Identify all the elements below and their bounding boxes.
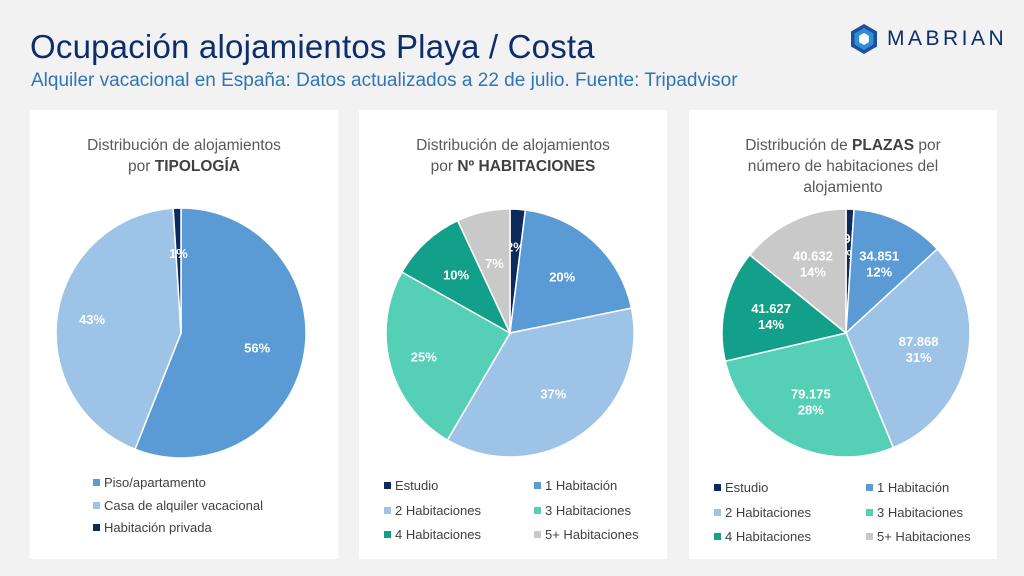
legend-item-estudio: Estudio [384,478,438,493]
data-label-1-habitacion: 20% [549,270,575,285]
chart-panel-plazas: Distribución de PLAZAS por número de hab… [689,110,997,559]
legend-swatch [534,531,541,538]
legend-label: 4 Habitaciones [725,529,811,544]
pie-slice-1-habitacion [845,208,939,335]
legend-item-2-habitaciones: 2 Habitaciones [384,503,481,518]
legend-label: 3 Habitaciones [545,502,631,518]
pie-slice-4-habitaciones [721,253,848,363]
chart-panel-tipologia: Distribución de alojamientos por TIPOLOG… [30,110,338,559]
legend-label: Casa de alquiler vacacional [104,497,263,513]
pie-slice-2-habitaciones [845,248,971,449]
chart-title: Distribución de alojamientos por Nº HABI… [416,137,610,175]
legend-swatch [866,508,873,516]
data-label-habitacion-privada: 1% [169,246,188,261]
pie-slice-2-habitaciones [446,307,635,458]
legend-label: Estudio [395,478,439,493]
chart-title: Distribución de alojamientos por TIPOLOG… [87,137,281,175]
legend-label: Habitación privada [104,520,212,535]
page-subtitle: Alquiler vacacional en España: Datos act… [31,70,738,91]
data-label-3-habitaciones: 79.175 28% [791,386,831,417]
legend-swatch [384,482,391,489]
data-label-5-habitaciones: 7% [485,256,504,271]
legend-item-habitacion-privada: Habitación privada [93,520,212,535]
legend-label: 4 Habitaciones [395,527,481,542]
legend-label: 5+ Habitaciones [545,527,639,542]
data-label-casa-de-alquiler-vacacional: 43% [79,312,105,327]
pie-chart-plazas: 2.959 1% 34.851 12%87.868 31%79.175 28%41.627… [721,208,971,458]
legend-swatch [384,506,391,514]
legend-item-4-habitaciones: 4 Habitaciones [714,529,811,544]
legend-label: Piso/apartamento [104,475,206,490]
pie-slice-piso-apartamento [134,207,307,459]
legend-swatch [93,501,100,509]
mabrian-logo: MABRIAN [849,22,1007,56]
pie-chart-habitaciones: 2%20%37%25%10%7% [385,208,635,458]
legend-label: 5+ Habitaciones [877,529,971,544]
legend-label: 2 Habitaciones [395,502,481,518]
pie-slice-5-habitaciones [748,208,847,335]
legend-label: 2 Habitaciones [725,504,811,520]
pie-slice-1-habitacion [509,209,633,334]
data-label-2-habitaciones: 87.868 31% [899,334,939,365]
pie-chart-tipologia: 56% 43% 1% [55,207,307,459]
legend-swatch [93,479,100,486]
chart-panel-habitaciones: Distribución de alojamientos por Nº HABI… [359,110,667,559]
legend-label: 1 Habitación [545,478,618,493]
pie-slice-5-habitaciones [456,208,511,334]
hexagon-logo-icon [851,24,877,54]
legend-item-piso-apartamento: Piso/apartamento [93,475,206,490]
legend-item-5-habitaciones: 5+ Habitaciones [866,529,971,544]
legend-swatch [714,533,721,540]
legend-swatch [384,531,391,538]
legend-item-2-habitaciones: 2 Habitaciones [714,505,811,520]
data-label-1-habitacion: 34.851 12% [859,249,899,280]
data-label-3-habitaciones: 25% [411,349,437,364]
legend-item-5-habitaciones: 5+ Habitaciones [534,527,639,542]
legend-item-casa-de-alquiler-vacacional: Casa de alquiler vacacional [93,498,263,513]
legend-item-3-habitaciones: 3 Habitaciones [534,503,631,518]
chart-title: Distribución de PLAZAS por número de hab… [745,137,941,196]
legend-swatch [714,484,721,491]
legend-item-estudio: Estudio [714,480,768,495]
data-label-4-habitaciones: 10% [443,268,469,283]
data-label-piso-apartamento: 56% [244,341,270,356]
legend-item-4-habitaciones: 4 Habitaciones [384,527,481,542]
legend-swatch [866,533,873,540]
legend-label: 1 Habitación [877,480,950,495]
pie-slice-3-habitaciones [724,332,895,458]
page-title: Ocupación alojamientos Playa / Costa [30,28,595,65]
legend-swatch [534,506,541,514]
pie-slice-3-habitaciones [385,271,512,442]
legend-item-1-habitacion: 1 Habitación [866,480,949,495]
legend-item-3-habitaciones: 3 Habitaciones [866,505,963,520]
legend-label: 3 Habitaciones [877,504,963,520]
legend-label: Estudio [725,480,769,495]
logo-text: MABRIAN [887,27,1008,50]
pie-slice-4-habitaciones [400,219,512,335]
pie-slice-habitacion-privada [172,207,182,334]
legend-swatch [93,524,100,531]
legend-item-1-habitacion: 1 Habitación [534,478,617,493]
legend-swatch [866,484,873,491]
data-label-2-habitaciones: 37% [540,386,566,401]
data-label-5-habitaciones: 40.632 14% [793,249,833,280]
legend-swatch [534,482,541,489]
legend-swatch [714,508,721,516]
data-label-4-habitaciones: 41.627 14% [751,301,791,332]
pie-slice-casa-de-alquiler-vacacional [55,207,182,451]
